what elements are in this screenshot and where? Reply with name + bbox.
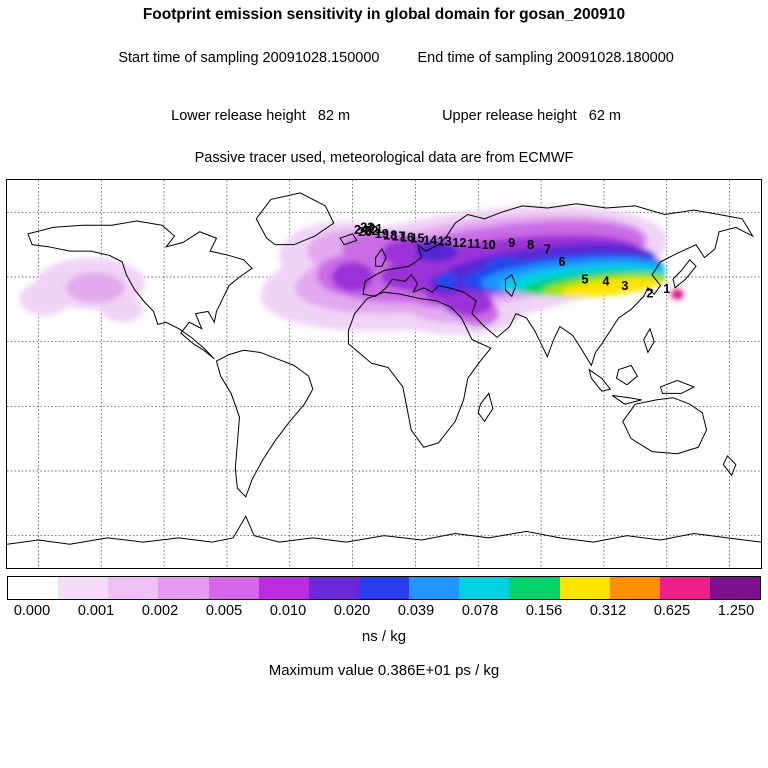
colorbar-tick-0.010: 0.010 (269, 603, 307, 619)
trajectory-hour-7: 7 (544, 241, 551, 256)
trajectory-hour-17: 17 (392, 228, 406, 243)
figure-header: Footprint emission sensitivity in global… (0, 0, 768, 166)
trajectory-hour-10: 10 (482, 237, 496, 252)
colorbar-tick-0.002: 0.002 (141, 603, 179, 619)
plume-blob-33 (675, 292, 684, 299)
coastline-new-guinea (660, 380, 694, 393)
plume-blob-17 (331, 261, 374, 293)
world-map: 1 2 3 4 5 6 7 8 9 10 11 12 13 14 15 16 17 18 19 20 21 22 23 24 (6, 179, 762, 569)
colorbar-segment-12 (609, 577, 660, 599)
trajectory-hour-23: 23 (360, 220, 374, 235)
trajectory-hour-22: 22 (364, 223, 378, 238)
trajectory-hour-18: 18 (383, 227, 397, 242)
coastline-new-zealand (723, 456, 736, 475)
coastline-africa (348, 292, 490, 447)
coastline-antarctica (7, 516, 761, 544)
coastline-iceland (340, 234, 357, 245)
trajectory-hour-12: 12 (452, 235, 466, 250)
plume-blob-8 (65, 272, 125, 303)
trajectory-hour-11: 11 (467, 236, 480, 251)
trajectory-hour-4: 4 (603, 273, 611, 288)
colorbar-tick-0.020: 0.020 (333, 603, 371, 619)
trajectory-hour-6: 6 (559, 254, 566, 269)
coastline-greenland (256, 193, 333, 245)
trajectory-hour-19: 19 (375, 226, 389, 241)
plume-blob-26 (436, 273, 458, 289)
trajectory-hour-14: 14 (423, 232, 438, 247)
trajectory-hour-9: 9 (508, 235, 515, 250)
trajectory-hour-24: 24 (354, 222, 369, 237)
trajectory-hour-21: 21 (369, 221, 383, 236)
trajectory-hour-2: 2 (646, 285, 653, 300)
colorbar-tick-0.312: 0.312 (589, 603, 627, 619)
plume-blob-3 (19, 281, 70, 316)
coastline-north-america (28, 221, 252, 359)
plume-blob-19 (442, 289, 493, 316)
colorbar-segment-8 (409, 577, 460, 599)
trajectory-hour-3: 3 (621, 278, 628, 293)
trajectory-hour-15: 15 (411, 230, 425, 245)
coastline-australia (623, 398, 707, 454)
colorbar-segment-6 (308, 577, 359, 599)
colorbar-tick-0.625: 0.625 (653, 603, 691, 619)
colorbar-segment-1 (58, 577, 109, 599)
colorbar-segment-4 (208, 577, 259, 599)
max-value-text: Maximum value 0.386E+01 ps / kg (268, 662, 500, 679)
coastline-eurasia (363, 204, 753, 366)
colorbar-tick-0.078: 0.078 (461, 603, 499, 619)
trajectory-hour-5: 5 (582, 271, 589, 286)
plume-blob-31 (560, 278, 661, 298)
colorbar-segment-7 (358, 577, 410, 599)
colorbar-tick-0.005: 0.005 (205, 603, 243, 619)
sampling-times-line: Start time of sampling 20091028.150000 En… (0, 34, 768, 82)
coastline-japan (673, 260, 696, 288)
colorbar-segment-11 (559, 577, 610, 599)
colorbar-segment-2 (108, 577, 159, 599)
trajectory-hour-1: 1 (663, 281, 670, 296)
coastline-madagascar (478, 393, 493, 421)
colorbar-segment-10 (509, 577, 560, 599)
colorbar-tick-0.156: 0.156 (525, 603, 563, 619)
lower-release-height-text: Lower release height 82 m (171, 108, 351, 124)
start-time-text: Start time of sampling 20091028.150000 (118, 50, 380, 66)
coastline-java (612, 396, 641, 405)
upper-release-height-text: Upper release height 62 m (442, 108, 622, 124)
trajectory-hour-13: 13 (438, 234, 452, 249)
colorbar-tick-0.001: 0.001 (77, 603, 115, 619)
colorbar-tick-0.000: 0.000 (13, 603, 51, 619)
coastline-caspian-sea (505, 275, 515, 297)
map-grid (7, 180, 761, 568)
trajectory-hour-20: 20 (358, 224, 372, 239)
colorbar-units-label: ns / kg (361, 628, 407, 645)
colorbar-tick-labels: 0.000 0.001 0.002 0.005 0.010 0.020 0.039 0.078… (0, 603, 768, 619)
colorbar-segment-14 (709, 577, 761, 599)
coastlines (7, 193, 761, 544)
coastline-borneo (616, 365, 637, 384)
plume-blob-21 (415, 240, 458, 262)
trajectory-hour-8: 8 (527, 237, 534, 252)
tracer-meteorology-text: Passive tracer used, meteorological data… (194, 150, 574, 166)
colorbar-segment-0 (8, 577, 59, 599)
release-heights-line: Lower release height 82 m Upper release h… (0, 92, 768, 140)
colorbar-tick-0.039: 0.039 (397, 603, 435, 619)
colorbar-segment-9 (459, 577, 510, 599)
coastline-south-america (216, 350, 312, 497)
colorbar-tick-1.250: 1.250 (717, 603, 755, 619)
end-time-text: End time of sampling 20091028.180000 (417, 50, 674, 66)
colorbar (7, 576, 761, 600)
footprint-plume (19, 205, 684, 336)
trajectory-hour-16: 16 (400, 229, 414, 244)
coastline-sumatra (589, 370, 610, 392)
figure-title: Footprint emission sensitivity in global… (142, 6, 626, 23)
coastline-philippines (644, 329, 654, 353)
colorbar-segment-3 (158, 577, 209, 599)
colorbar-segment-5 (258, 577, 309, 599)
coastline-britain (376, 249, 386, 266)
colorbar-segment-13 (659, 577, 710, 599)
plume-blob-4 (101, 296, 144, 323)
